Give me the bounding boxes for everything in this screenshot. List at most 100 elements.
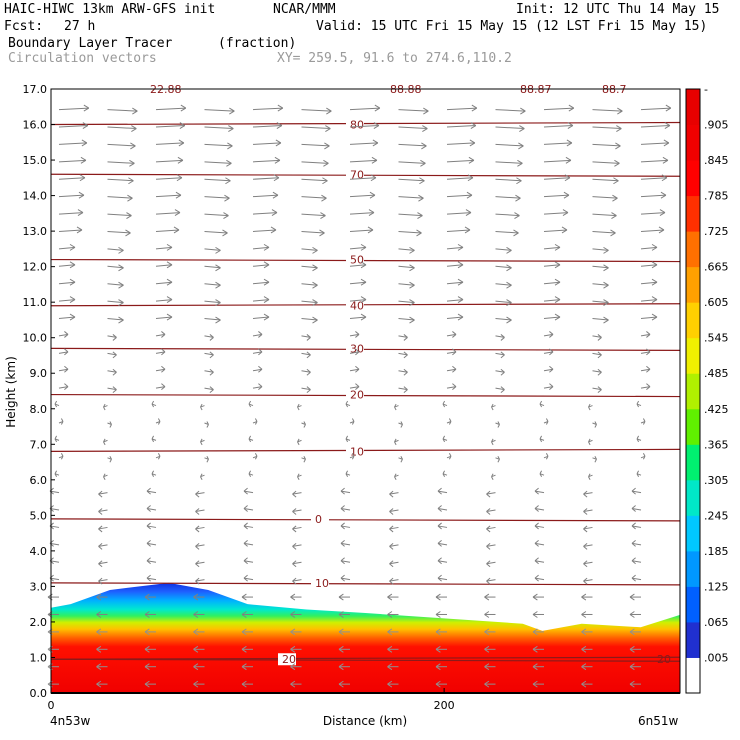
circulation-vector — [543, 351, 554, 354]
circulation-vector — [204, 335, 214, 338]
vector-arrowhead — [292, 508, 297, 515]
y-tick-label: 2.0 — [30, 616, 48, 629]
circulation-vector — [349, 264, 367, 267]
vector-arrowhead — [206, 421, 209, 428]
circulation-vector — [631, 560, 642, 563]
vector-arrowhead — [374, 104, 381, 112]
vector-arrowhead — [215, 281, 221, 289]
vector-arrowhead — [338, 663, 344, 671]
vector-arrowhead — [166, 296, 173, 304]
circulation-vector — [243, 560, 254, 563]
vector-arrowhead — [464, 226, 471, 234]
contour-line — [50, 121, 681, 126]
y-tick-label: 7.0 — [30, 438, 48, 451]
vector-arrowhead — [146, 557, 151, 565]
vector-arrowhead — [241, 593, 247, 601]
circulation-vector — [155, 281, 173, 285]
vector-arrowhead — [193, 628, 199, 636]
vector-arrowhead — [47, 663, 53, 671]
circulation-vector — [349, 177, 376, 180]
vector-arrowhead — [360, 313, 367, 321]
contour-line — [50, 656, 681, 660]
vector-arrowhead — [118, 316, 124, 324]
colorbar-label: .065 — [704, 616, 729, 629]
vector-arrowhead — [588, 473, 591, 480]
vector-arrowhead — [581, 663, 587, 671]
vector-arrowhead — [178, 139, 185, 147]
vector-arrowhead — [416, 229, 422, 237]
vector-arrowhead — [486, 525, 491, 533]
vector-arrowhead — [603, 246, 609, 254]
y-tick-label: 14.0 — [23, 190, 48, 203]
vector-arrowhead — [534, 522, 539, 530]
vector-arrowhead — [174, 209, 181, 216]
circulation-vector — [107, 300, 124, 304]
vector-arrowhead — [303, 456, 306, 463]
circulation-vector — [349, 299, 367, 302]
circulation-vector — [155, 351, 166, 354]
circulation-vector — [543, 177, 570, 180]
circulation-vector — [107, 352, 117, 356]
vector-arrowhead — [64, 348, 69, 356]
vector-arrowhead — [173, 226, 180, 234]
vector-arrowhead — [532, 645, 538, 653]
vector-arrowhead — [338, 680, 344, 688]
circulation-vector — [252, 125, 282, 128]
y-tick-label: 5.0 — [30, 509, 48, 522]
circulation-vector — [437, 577, 448, 581]
vector-arrowhead — [500, 386, 505, 394]
vector-arrowhead — [209, 368, 214, 376]
vector-arrowhead — [631, 505, 636, 512]
contour-label: 20 — [350, 389, 364, 402]
vector-arrowhead — [484, 628, 490, 636]
vector-arrowhead — [130, 142, 136, 150]
vector-arrowhead — [215, 264, 221, 272]
circulation-vector — [592, 178, 619, 182]
vector-arrowhead — [387, 611, 393, 618]
vector-arrowhead — [418, 194, 424, 202]
circulation-vector — [437, 542, 448, 546]
circulation-vector — [495, 178, 522, 182]
vector-arrowhead — [297, 473, 300, 480]
colorbar-swatch — [686, 302, 700, 339]
colorbar-label: .185 — [704, 545, 729, 558]
circulation-vector — [446, 333, 457, 337]
vector-arrowhead — [368, 209, 375, 216]
y-tick-label: 13.0 — [23, 225, 48, 238]
vector-arrowhead — [96, 663, 102, 671]
vector-arrowhead — [581, 593, 587, 601]
vector-arrowhead — [387, 663, 393, 671]
circulation-vector — [592, 109, 623, 112]
vector-arrowhead — [506, 264, 512, 272]
vector-arrowhead — [209, 334, 214, 341]
vector-arrowhead — [166, 278, 173, 286]
vector-arrowhead — [532, 593, 538, 601]
vector-arrowhead — [534, 505, 539, 512]
circulation-vector — [640, 386, 651, 389]
vector-arrowhead — [613, 177, 619, 185]
circulation-vector — [398, 143, 427, 147]
vector-arrowhead — [457, 313, 464, 321]
vector-arrowhead — [500, 368, 505, 376]
vector-arrowhead — [263, 278, 270, 286]
circulation-vector — [301, 300, 318, 304]
vector-arrowhead — [118, 281, 124, 289]
circulation-vector — [495, 265, 512, 269]
circulation-vector — [301, 387, 311, 391]
vector-arrowhead — [241, 680, 247, 688]
x-axis-label: Distance (km) — [323, 714, 407, 728]
circulation-vector — [640, 246, 658, 250]
vector-arrowhead — [274, 156, 281, 164]
vector-arrowhead — [179, 122, 186, 129]
vector-arrowhead — [616, 125, 622, 132]
vector-arrowhead — [394, 438, 397, 446]
vector-arrowhead — [118, 264, 124, 272]
vector-arrowhead — [491, 438, 494, 446]
circulation-vector — [204, 370, 214, 373]
vector-arrowhead — [646, 348, 651, 356]
vector-arrowhead — [144, 593, 150, 601]
circulation-vector — [58, 194, 84, 198]
vector-arrowhead — [665, 104, 672, 112]
vector-arrowhead — [389, 508, 394, 515]
